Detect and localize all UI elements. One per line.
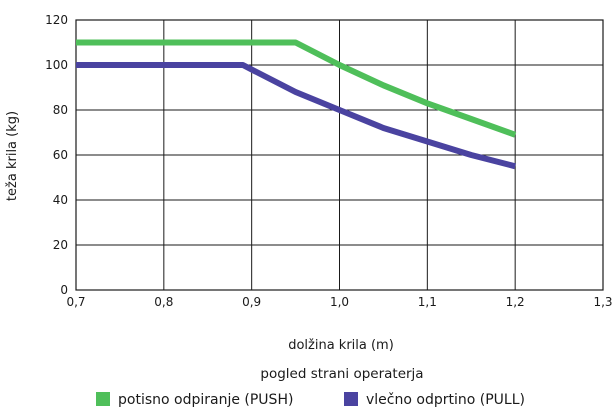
x-tick-label: 1,0	[330, 295, 349, 309]
grid	[75, 19, 604, 291]
y-tick-label: 100	[45, 58, 68, 72]
x-tick-label: 1,1	[418, 295, 437, 309]
legend-swatch-pull	[344, 392, 358, 406]
chart-caption: pogled strani operaterja	[260, 366, 423, 382]
y-tick-label: 80	[53, 103, 68, 117]
y-tick-label: 60	[53, 148, 68, 162]
y-tick-label: 40	[53, 193, 68, 207]
plot-frame	[75, 19, 604, 291]
y-axis-title: teža krila (kg)	[5, 111, 20, 201]
x-tick-label: 1,2	[506, 295, 525, 309]
series-line-pull	[76, 62, 516, 170]
x-axis-title: dolžina krila (m)	[288, 338, 394, 353]
x-axis-tick-labels: 0,7 0,8 0,9 1,0 1,1 1,2 1,3	[66, 295, 612, 309]
series-line-push	[76, 39, 517, 138]
legend: potisno odpiranje (PUSH) vlečno odprtino…	[96, 392, 525, 408]
y-tick-label: 120	[45, 13, 68, 27]
legend-label-pull: vlečno odprtino (PULL)	[366, 392, 525, 408]
series-lines	[76, 39, 517, 170]
y-tick-label: 0	[60, 283, 68, 297]
x-tick-label: 0,7	[66, 295, 85, 309]
y-tick-label: 20	[53, 238, 68, 252]
x-tick-label: 0,9	[242, 295, 261, 309]
x-tick-label: 1,3	[593, 295, 612, 309]
legend-swatch-push	[96, 392, 110, 406]
legend-label-push: potisno odpiranje (PUSH)	[118, 392, 293, 408]
y-axis-tick-labels: 0 20 40 60 80 100 120	[45, 13, 68, 297]
x-tick-label: 0,8	[154, 295, 173, 309]
